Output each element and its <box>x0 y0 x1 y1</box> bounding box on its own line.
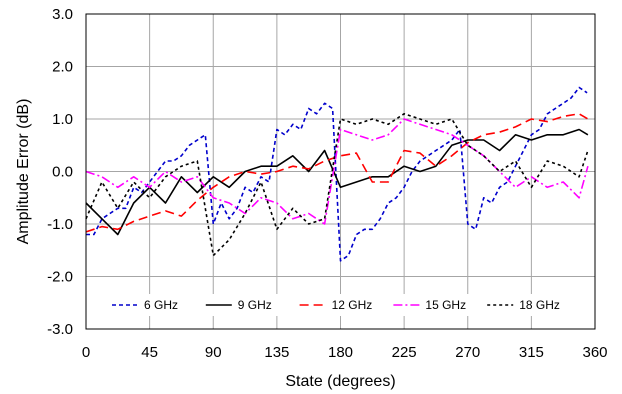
x-tick-label: 180 <box>328 344 353 361</box>
y-axis-title: Amplitude Error (dB) <box>15 99 32 245</box>
y-tick-label: -3.0 <box>47 321 73 338</box>
y-tick-label: -2.0 <box>47 269 73 286</box>
series-line-9-ghz <box>85 128 589 236</box>
x-tick-label: 315 <box>519 344 544 361</box>
legend-label: 9 GHz <box>238 298 272 312</box>
legend-label: 18 GHz <box>519 298 560 312</box>
legend: 6 GHz 9 GHz 12 GHz 15 GHz 18 GHz <box>96 294 585 316</box>
legend-box <box>96 294 585 316</box>
x-tick-label: 45 <box>141 344 158 361</box>
x-tick-label: 270 <box>455 344 480 361</box>
x-tick-label: 90 <box>205 344 222 361</box>
y-tick-label: 0.0 <box>52 164 73 181</box>
series-line-15-ghz <box>85 118 589 225</box>
y-tick-label: 1.0 <box>52 111 73 128</box>
x-tick-label: 225 <box>392 344 417 361</box>
legend-label: 12 GHz <box>332 298 373 312</box>
tick-labels: 0 45 90 135 180 225 270 315 360 3.0 2.0 1.0 0.0 -1.0 -… <box>47 6 607 361</box>
y-tick-label: 2.0 <box>52 59 73 76</box>
series-line-12-ghz <box>85 113 589 233</box>
x-tick-label: 360 <box>582 344 607 361</box>
x-axis-title: State (degrees) <box>285 373 395 390</box>
x-tick-label: 135 <box>264 344 289 361</box>
series-line-18-ghz <box>85 113 589 257</box>
legend-label: 15 GHz <box>425 298 466 312</box>
plot-border <box>85 13 596 330</box>
legend-label: 6 GHz <box>144 298 178 312</box>
x-tick-label: 0 <box>82 344 90 361</box>
y-tick-label: 3.0 <box>52 6 73 23</box>
series-group <box>85 86 589 262</box>
y-tick-label: -1.0 <box>47 216 73 233</box>
series-line-6-ghz <box>86 86 588 262</box>
